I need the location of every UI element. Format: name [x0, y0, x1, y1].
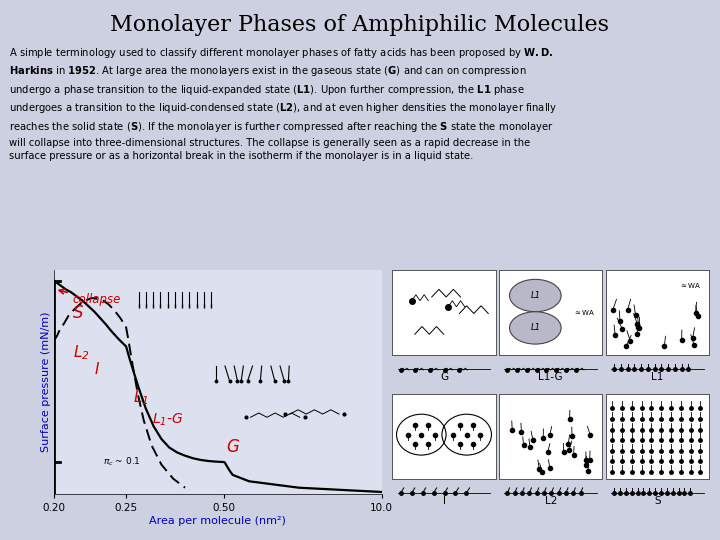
Text: $\pi_c$ ~ 0.1: $\pi_c$ ~ 0.1 — [103, 455, 141, 468]
Text: Monolayer Phases of Amphiphilic Molecules: Monolayer Phases of Amphiphilic Molecule… — [110, 14, 610, 36]
Text: L1: L1 — [531, 323, 540, 333]
Text: L1-G: L1-G — [539, 372, 563, 382]
Text: $\approx$WA: $\approx$WA — [572, 308, 595, 317]
Text: S: S — [73, 304, 84, 322]
Text: I: I — [94, 361, 99, 376]
Text: collapse: collapse — [59, 289, 121, 306]
Text: L1: L1 — [652, 372, 664, 382]
Text: L$_{\mathregular{1}}$: L$_{\mathregular{1}}$ — [133, 388, 149, 407]
Text: $\approx$WA: $\approx$WA — [680, 281, 702, 290]
Ellipse shape — [510, 279, 561, 312]
Text: L$_{\mathregular{2}}$: L$_{\mathregular{2}}$ — [73, 343, 89, 362]
X-axis label: Area per molecule (nm²): Area per molecule (nm²) — [149, 516, 287, 526]
Text: L$_{\mathregular{1}}$-G: L$_{\mathregular{1}}$-G — [152, 412, 183, 429]
Ellipse shape — [510, 312, 561, 344]
Text: G: G — [226, 438, 239, 456]
Text: A simple terminology used to classify different monolayer phases of fatty acids : A simple terminology used to classify di… — [9, 46, 557, 161]
Text: I: I — [443, 496, 446, 505]
Text: G: G — [440, 372, 448, 382]
Text: S: S — [654, 496, 661, 505]
Text: L1: L1 — [531, 291, 540, 300]
Text: L2: L2 — [544, 496, 557, 505]
Y-axis label: Surface pressure (mN/m): Surface pressure (mN/m) — [41, 312, 51, 453]
